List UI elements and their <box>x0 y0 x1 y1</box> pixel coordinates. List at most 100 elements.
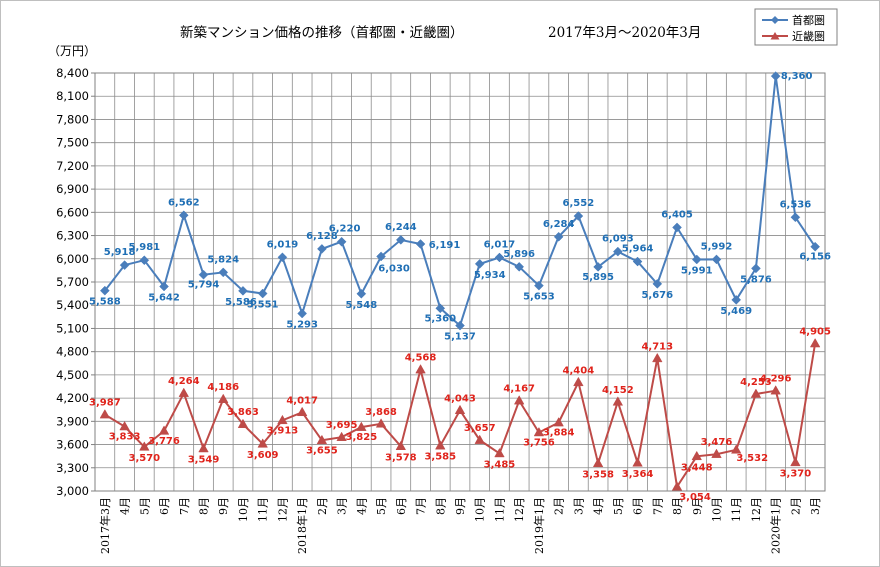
y-tick-label: 3,000 <box>56 484 89 498</box>
gridlines <box>94 72 826 492</box>
x-tick-label: 2月 <box>553 497 566 515</box>
y-tick-label: 4,500 <box>56 368 89 382</box>
x-tick-label: 6月 <box>158 497 171 515</box>
data-point-shutoken <box>198 269 209 280</box>
data-point-shutoken <box>257 288 268 299</box>
data-point-shutoken <box>376 251 386 262</box>
x-tick-label: 11月 <box>493 497 506 522</box>
data-label-kinki: 4,264 <box>168 376 200 387</box>
legend-label-kinki: 近畿圏 <box>792 29 825 43</box>
data-point-kinki <box>671 481 683 491</box>
data-label-kinki: 3,549 <box>188 455 220 466</box>
data-label-shutoken: 6,244 <box>385 222 417 233</box>
data-point-shutoken <box>731 295 742 305</box>
data-label-shutoken: 6,552 <box>563 198 595 209</box>
data-point-shutoken <box>494 252 505 263</box>
data-label-kinki: 4,296 <box>760 374 792 385</box>
data-point-shutoken <box>297 308 308 319</box>
y-tick-label: 8,400 <box>56 66 89 80</box>
x-tick-label: 2018年1月 <box>295 497 309 554</box>
data-label-shutoken: 5,824 <box>207 254 239 265</box>
data-label-kinki: 4,167 <box>503 384 535 395</box>
data-label-shutoken: 5,548 <box>346 300 378 311</box>
x-tick-label: 2020年1月 <box>769 497 783 554</box>
data-label-kinki: 4,905 <box>799 327 831 338</box>
data-point-shutoken <box>632 256 643 267</box>
data-label-shutoken: 5,676 <box>641 290 673 301</box>
data-point-kinki <box>375 418 387 428</box>
data-label-shutoken: 5,642 <box>148 292 180 303</box>
data-label-shutoken: 6,220 <box>329 224 361 235</box>
data-point-shutoken <box>711 254 722 265</box>
data-point-shutoken <box>415 239 426 249</box>
x-tick-label: 5月 <box>375 497 388 515</box>
data-label-kinki: 4,186 <box>207 382 239 393</box>
y-tick-label: 3,300 <box>56 461 89 475</box>
data-point-kinki <box>652 352 663 363</box>
data-point-shutoken <box>514 261 525 272</box>
data-point-kinki <box>158 425 170 435</box>
y-tick-label: 7,500 <box>56 136 89 150</box>
data-label-kinki: 3,364 <box>622 469 654 480</box>
y-tick-label: 4,800 <box>56 345 89 359</box>
y-tick-label: 6,300 <box>56 229 89 243</box>
data-label-kinki: 4,253 <box>740 377 772 388</box>
y-tick-label: 7,200 <box>56 159 89 173</box>
data-point-kinki <box>691 450 702 461</box>
y-tick-label: 5,100 <box>56 321 89 335</box>
data-point-kinki <box>612 396 624 406</box>
data-point-shutoken <box>317 244 327 254</box>
data-label-kinki: 3,884 <box>543 428 575 439</box>
chart-title: 新築マンション価格の推移（首都圏・近畿圏） <box>180 25 464 41</box>
data-label-shutoken: 5,551 <box>247 300 279 311</box>
data-label-shutoken: 5,876 <box>740 274 772 285</box>
data-label-kinki: 3,833 <box>109 432 141 443</box>
y-tick-label: 8,100 <box>56 89 89 103</box>
x-tick-label: 4月 <box>592 497 605 515</box>
x-tick-label: 10月 <box>237 497 250 522</box>
x-tick-label: 7月 <box>178 497 191 515</box>
data-point-shutoken <box>790 212 801 223</box>
legend-marker-triangle <box>770 32 780 40</box>
data-label-shutoken: 5,293 <box>286 320 318 331</box>
data-point-shutoken <box>553 231 564 242</box>
data-point-shutoken <box>770 71 781 81</box>
x-tick-label: 12月 <box>513 497 526 522</box>
data-label-kinki: 3,863 <box>227 407 259 418</box>
data-point-shutoken <box>593 262 603 272</box>
data-point-shutoken <box>395 235 406 245</box>
x-tick-label: 2017年3月 <box>98 497 112 554</box>
data-label-kinki: 3,532 <box>736 453 768 464</box>
data-label-shutoken: 5,918 <box>104 247 136 258</box>
data-point-kinki <box>178 387 190 397</box>
data-point-shutoken <box>612 246 623 257</box>
data-point-shutoken <box>455 320 465 331</box>
data-label-kinki: 3,609 <box>247 450 279 461</box>
data-point-kinki <box>494 447 505 458</box>
x-tick-label: 6月 <box>632 497 645 515</box>
data-point-kinki <box>533 426 545 437</box>
data-label-kinki: 4,152 <box>602 385 634 396</box>
data-point-kinki <box>336 431 347 441</box>
data-label-shutoken: 5,896 <box>503 249 535 260</box>
x-tick-label: 11月 <box>257 497 270 522</box>
data-point-shutoken <box>573 211 584 221</box>
data-label-shutoken: 6,019 <box>267 239 299 250</box>
data-point-kinki <box>316 434 328 445</box>
data-label-shutoken: 5,981 <box>129 242 161 253</box>
data-point-kinki <box>711 448 722 458</box>
y-tick-label: 6,600 <box>56 205 89 219</box>
y-tick-label: 5,400 <box>56 298 89 312</box>
data-label-shutoken: 5,588 <box>89 297 121 308</box>
x-tick-label: 12月 <box>750 497 763 522</box>
data-point-shutoken <box>652 279 663 289</box>
data-label-kinki: 3,825 <box>346 432 378 443</box>
x-tick-label: 9月 <box>691 497 704 515</box>
x-tick-label: 9月 <box>217 497 230 515</box>
data-label-kinki: 3,485 <box>484 459 516 470</box>
data-point-kinki <box>99 409 111 419</box>
data-label-shutoken: 6,191 <box>429 240 461 251</box>
data-point-shutoken <box>218 267 229 278</box>
x-tick-label: 6月 <box>395 497 408 515</box>
